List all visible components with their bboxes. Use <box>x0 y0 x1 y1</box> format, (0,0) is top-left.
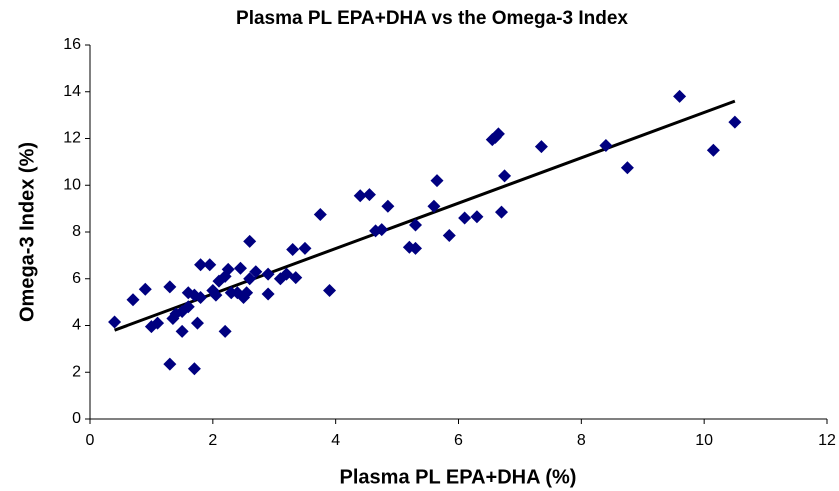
x-tick-label: 12 <box>818 432 836 449</box>
point <box>163 280 177 294</box>
point <box>491 127 505 141</box>
point <box>442 229 456 243</box>
point <box>706 143 720 157</box>
x-axis-title: Plasma PL EPA+DHA (%) <box>340 466 577 488</box>
y-tick-label: 10 <box>63 176 81 193</box>
point <box>673 89 687 103</box>
point <box>430 174 444 188</box>
y-tick-label: 14 <box>63 83 81 100</box>
point <box>126 293 140 307</box>
point <box>209 288 223 302</box>
point <box>313 207 327 221</box>
y-tick-label: 8 <box>72 223 81 240</box>
point <box>218 324 232 338</box>
point <box>261 267 275 281</box>
point <box>409 241 423 255</box>
x-tick-label: 10 <box>695 432 713 449</box>
point <box>187 362 201 376</box>
point <box>353 189 367 203</box>
point <box>151 316 165 330</box>
point <box>203 258 217 272</box>
x-tick-label: 8 <box>577 432 586 449</box>
point <box>289 271 303 285</box>
point <box>534 140 548 154</box>
point <box>181 300 195 314</box>
y-tick-label: 6 <box>72 270 81 287</box>
point <box>427 199 441 213</box>
point <box>362 188 376 202</box>
point <box>233 261 247 275</box>
point <box>261 287 275 301</box>
point <box>194 258 208 272</box>
trend-line <box>114 99 736 332</box>
point <box>108 315 122 329</box>
point <box>599 139 613 153</box>
point <box>728 115 742 129</box>
point <box>498 169 512 183</box>
point <box>175 324 189 338</box>
point <box>221 262 235 276</box>
y-axis-title: Omega-3 Index (%) <box>16 142 38 322</box>
point <box>243 234 257 248</box>
x-tick-label: 0 <box>86 432 95 449</box>
point <box>381 199 395 213</box>
point <box>138 282 152 296</box>
x-tick-label: 2 <box>208 432 217 449</box>
point <box>286 243 300 257</box>
x-tick-label: 4 <box>331 432 340 449</box>
y-tick-label: 2 <box>72 363 81 380</box>
point <box>409 218 423 232</box>
y-tick-label: 4 <box>72 317 81 334</box>
point <box>470 210 484 224</box>
y-tick-label: 12 <box>63 130 81 147</box>
y-tick-label: 0 <box>72 410 81 427</box>
point <box>249 265 263 279</box>
point <box>240 286 254 300</box>
point <box>620 161 634 175</box>
point <box>194 290 208 304</box>
point <box>494 205 508 219</box>
chart-title: Plasma PL EPA+DHA vs the Omega-3 Index <box>236 8 628 29</box>
point <box>243 272 257 286</box>
point <box>298 241 312 255</box>
point <box>375 223 389 237</box>
x-tick-label: 6 <box>454 432 463 449</box>
y-tick-label: 16 <box>63 36 81 53</box>
point <box>458 211 472 225</box>
point <box>163 357 177 371</box>
point <box>190 316 204 330</box>
point <box>323 283 337 297</box>
